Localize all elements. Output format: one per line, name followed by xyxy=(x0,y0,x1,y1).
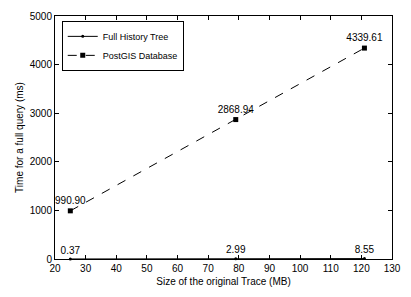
svg-text:30: 30 xyxy=(80,263,92,274)
svg-text:Size of the original Trace (MB: Size of the original Trace (MB) xyxy=(156,276,291,287)
svg-text:80: 80 xyxy=(233,263,245,274)
svg-text:90: 90 xyxy=(264,263,276,274)
svg-text:0: 0 xyxy=(46,254,52,265)
svg-text:130: 130 xyxy=(384,263,401,274)
svg-text:Full History Tree: Full History Tree xyxy=(103,32,169,42)
svg-text:3000: 3000 xyxy=(30,108,53,119)
svg-text:2868.94: 2868.94 xyxy=(218,104,255,115)
svg-text:110: 110 xyxy=(323,263,339,274)
svg-text:8.55: 8.55 xyxy=(355,244,375,255)
svg-text:2000: 2000 xyxy=(30,156,53,167)
svg-text:100: 100 xyxy=(292,263,309,274)
svg-text:4339.61: 4339.61 xyxy=(346,32,383,43)
svg-text:1000: 1000 xyxy=(30,205,53,216)
svg-text:990.90: 990.90 xyxy=(55,195,86,206)
svg-text:40: 40 xyxy=(111,263,123,274)
svg-text:50: 50 xyxy=(141,263,153,274)
svg-text:70: 70 xyxy=(203,263,215,274)
svg-text:PostGIS Database: PostGIS Database xyxy=(103,51,178,61)
svg-text:5000: 5000 xyxy=(30,11,53,22)
svg-text:60: 60 xyxy=(172,263,184,274)
svg-text:20: 20 xyxy=(49,263,61,274)
svg-text:120: 120 xyxy=(353,263,370,274)
svg-text:0.37: 0.37 xyxy=(61,245,81,256)
svg-text:2.99: 2.99 xyxy=(226,244,246,255)
svg-text:4000: 4000 xyxy=(30,59,53,70)
svg-text:Time for a full query (ms): Time for a full query (ms) xyxy=(14,82,25,193)
